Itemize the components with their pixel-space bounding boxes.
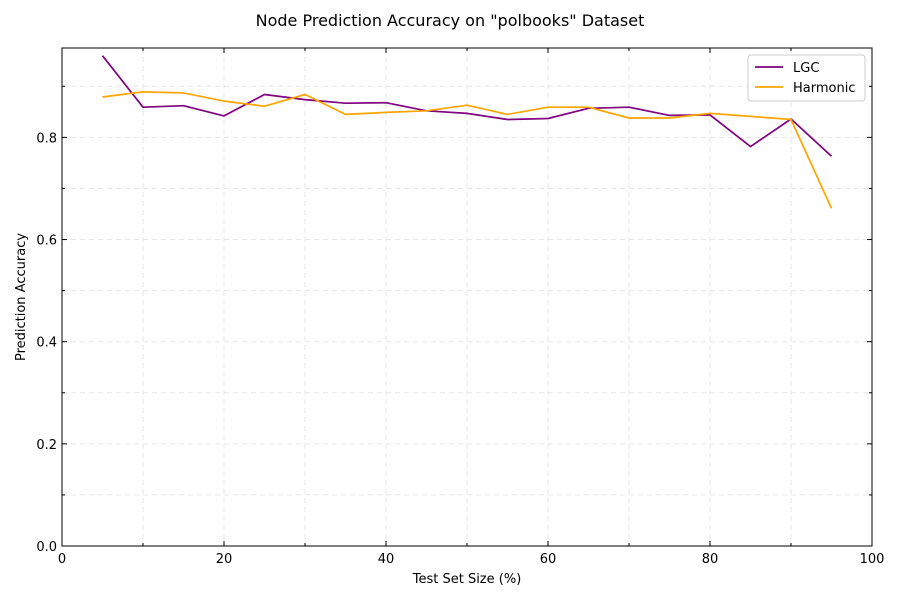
chart-title: Node Prediction Accuracy on "polbooks" D… [256, 11, 645, 30]
legend-label-harmonic: Harmonic [793, 81, 855, 96]
y-axis: 0.0 0.2 0.4 0.6 0.8 [36, 85, 872, 555]
y-tick-label: 0.0 [36, 540, 57, 555]
x-tick-label: 0 [58, 552, 66, 567]
series-line-harmonic [102, 91, 833, 209]
series-line-lgc [101, 55, 833, 157]
x-tick-label: 20 [216, 552, 233, 567]
y-tick-label: 0.2 [36, 438, 57, 453]
y-tick-label: 0.8 [36, 131, 57, 146]
series-layer [101, 55, 833, 209]
x-axis-label: Test Set Size (%) [412, 572, 522, 587]
y-axis-label: Prediction Accuracy [14, 233, 29, 361]
y-tick-label: 0.6 [36, 234, 57, 249]
x-axis: 0 20 40 60 80 100 [58, 48, 885, 567]
x-tick-label: 40 [378, 552, 395, 567]
x-tick-label: 100 [860, 552, 885, 567]
y-tick-label: 0.4 [36, 336, 57, 351]
x-tick-label: 60 [540, 552, 557, 567]
legend-label-lgc: LGC [793, 61, 819, 76]
grid [61, 48, 873, 547]
x-tick-label: 80 [702, 552, 719, 567]
legend: LGC Harmonic [747, 54, 866, 102]
